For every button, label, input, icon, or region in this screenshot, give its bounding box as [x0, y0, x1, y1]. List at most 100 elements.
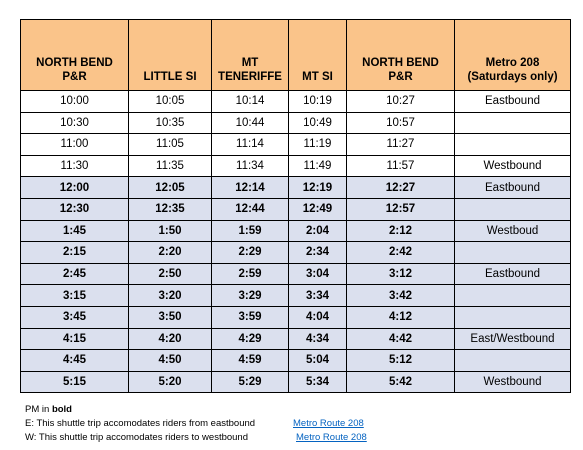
direction-cell: [454, 133, 571, 156]
time-cell: 1:50: [128, 219, 212, 243]
time-cell: 10:35: [128, 111, 212, 135]
table-row: 10:30 10:35 10:44 10:49 10:57: [20, 111, 571, 135]
time-cell: 2:12: [346, 219, 455, 243]
time-cell: 2:42: [346, 241, 455, 264]
time-cell: 4:12: [346, 305, 455, 329]
header-row: NORTH BEND P&R LITTLE SI MT TENERIFFE MT SI NO…: [20, 19, 571, 91]
time-cell: 11:30: [20, 154, 129, 178]
time-cell: 12:49: [288, 197, 347, 221]
time-cell: 4:34: [288, 327, 347, 351]
time-cell: 2:59: [211, 262, 289, 286]
pm-legend: PM in bold: [25, 404, 72, 415]
time-cell: 5:15: [20, 370, 129, 394]
column-header-line1: NORTH BEND: [36, 57, 113, 69]
table-row: 3:15 3:20 3:29 3:34 3:42: [20, 284, 571, 307]
time-cell: 12:00: [20, 176, 129, 199]
column-header-line2: MT SI: [302, 71, 333, 83]
column-header-line2: P&R: [388, 71, 413, 83]
time-cell: 12:05: [128, 176, 212, 199]
direction-cell: [454, 284, 571, 307]
direction-cell: [454, 197, 571, 221]
time-cell: 1:59: [211, 219, 289, 243]
metro-route-208-link-1[interactable]: Metro Route 208: [293, 418, 364, 429]
time-cell: 5:42: [346, 370, 455, 394]
time-cell: 4:29: [211, 327, 289, 351]
table-row: 11:30 11:35 11:34 11:49 11:57 Westbound: [20, 154, 571, 178]
table-row: 10:00 10:05 10:14 10:19 10:27 Eastbound: [20, 90, 571, 113]
time-cell: 2:34: [288, 241, 347, 264]
time-cell: 11:57: [346, 154, 455, 178]
time-cell: 5:34: [288, 370, 347, 394]
column-header-3: MT TENERIFFE: [211, 19, 289, 91]
time-cell: 12:44: [211, 197, 289, 221]
time-cell: 10:00: [20, 90, 129, 113]
direction-cell: [454, 111, 571, 135]
time-cell: 3:59: [211, 305, 289, 329]
time-cell: 3:42: [346, 284, 455, 307]
time-cell: 11:27: [346, 133, 455, 156]
time-cell: 2:15: [20, 241, 129, 264]
direction-cell: Eastbound: [454, 262, 571, 286]
column-header-line2: LITTLE SI: [143, 71, 197, 83]
direction-cell: East/Westbound: [454, 327, 571, 351]
direction-cell: Westbound: [454, 154, 571, 178]
time-cell: 12:35: [128, 197, 212, 221]
time-cell: 2:50: [128, 262, 212, 286]
column-header-line2: P&R: [62, 71, 87, 83]
direction-cell: Eastbound: [454, 176, 571, 199]
time-cell: 5:12: [346, 349, 455, 372]
time-cell: 10:14: [211, 90, 289, 113]
pm-legend-prefix: PM in: [25, 404, 52, 415]
table-row: 2:45 2:50 2:59 3:04 3:12 Eastbound: [20, 262, 571, 286]
direction-cell: [454, 305, 571, 329]
time-cell: 3:45: [20, 305, 129, 329]
time-cell: 2:29: [211, 241, 289, 264]
table-row: 2:15 2:20 2:29 2:34 2:42: [20, 241, 571, 264]
time-cell: 10:49: [288, 111, 347, 135]
time-cell: 11:14: [211, 133, 289, 156]
table-row: 4:15 4:20 4:29 4:34 4:42 East/Westbound: [20, 327, 571, 351]
time-cell: 4:15: [20, 327, 129, 351]
time-cell: 4:04: [288, 305, 347, 329]
time-cell: 12:19: [288, 176, 347, 199]
column-header-2: LITTLE SI: [128, 19, 212, 91]
table-row: 12:00 12:05 12:14 12:19 12:27 Eastbound: [20, 176, 571, 199]
time-cell: 4:50: [128, 349, 212, 372]
time-cell: 12:57: [346, 197, 455, 221]
time-cell: 2:20: [128, 241, 212, 264]
time-cell: 3:20: [128, 284, 212, 307]
time-cell: 4:59: [211, 349, 289, 372]
time-cell: 4:20: [128, 327, 212, 351]
column-header-line2: (Saturdays only): [467, 71, 558, 83]
time-cell: 11:35: [128, 154, 212, 178]
time-cell: 2:45: [20, 262, 129, 286]
time-cell: 11:49: [288, 154, 347, 178]
time-cell: 2:04: [288, 219, 347, 243]
pm-legend-bold: bold: [51, 404, 72, 415]
table-row: 1:45 1:50 1:59 2:04 2:12 Westboud: [20, 219, 571, 243]
time-cell: 10:27: [346, 90, 455, 113]
time-cell: 10:05: [128, 90, 212, 113]
time-cell: 10:57: [346, 111, 455, 135]
time-cell: 4:42: [346, 327, 455, 351]
time-cell: 1:45: [20, 219, 129, 243]
direction-cell: Westboud: [454, 219, 571, 243]
column-header-line1: MT: [241, 57, 259, 69]
time-cell: 12:30: [20, 197, 129, 221]
shuttle-schedule-table: NORTH BEND P&R LITTLE SI MT TENERIFFE MT SI NO…: [20, 19, 571, 394]
column-header-line1: NORTH BEND: [362, 57, 439, 69]
direction-cell: [454, 349, 571, 372]
time-cell: 3:12: [346, 262, 455, 286]
time-cell: 3:29: [211, 284, 289, 307]
time-cell: 12:27: [346, 176, 455, 199]
time-cell: 3:15: [20, 284, 129, 307]
time-cell: 10:30: [20, 111, 129, 135]
direction-cell: Westbound: [454, 370, 571, 394]
time-cell: 12:14: [211, 176, 289, 199]
table-row: 12:30 12:35 12:44 12:49 12:57: [20, 197, 571, 221]
metro-route-208-link-2[interactable]: Metro Route 208: [296, 432, 367, 443]
table-row: 3:45 3:50 3:59 4:04 4:12: [20, 305, 571, 329]
direction-cell: Eastbound: [454, 90, 571, 113]
time-cell: 11:00: [20, 133, 129, 156]
column-header-4: MT SI: [288, 19, 347, 91]
